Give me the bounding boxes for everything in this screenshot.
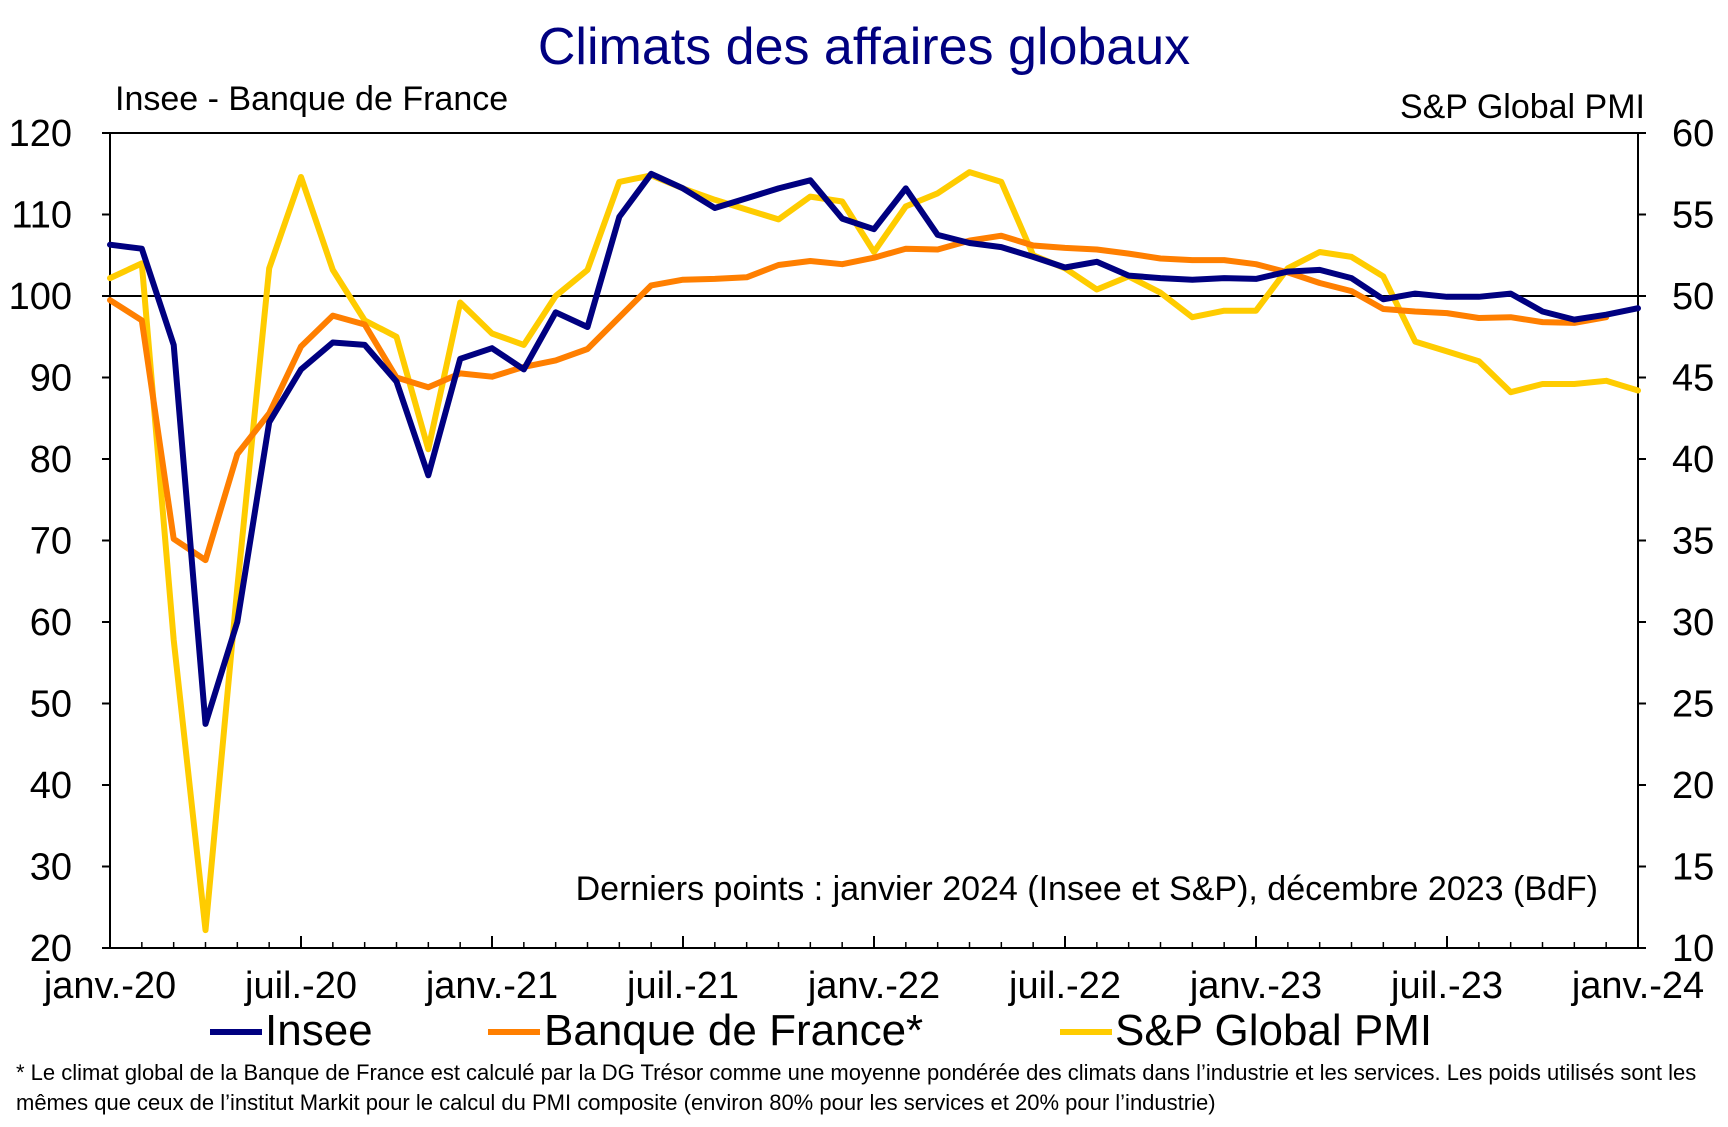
y-right-tick-label: 60 bbox=[1672, 113, 1714, 155]
legend-label: S&P Global PMI bbox=[1115, 1006, 1432, 1055]
y-right-tick-label: 25 bbox=[1672, 684, 1714, 726]
y-right-tick-label: 20 bbox=[1672, 765, 1714, 807]
y-right-tick-label: 30 bbox=[1672, 602, 1714, 644]
axes: 20 30 40 50 60 70 80 90 100 110 120 10 15 20 25 30 35 40 4… bbox=[9, 113, 1715, 1007]
y-left-tick-label: 80 bbox=[30, 439, 72, 481]
y-left-tick-label: 90 bbox=[30, 358, 72, 400]
x-tick-label: janv.-20 bbox=[43, 965, 176, 1007]
y-right-tick-label: 40 bbox=[1672, 439, 1714, 481]
y-right-tick-label: 10 bbox=[1672, 928, 1714, 970]
x-tick-label: juil.-22 bbox=[1008, 965, 1121, 1007]
y-left-tick-label: 70 bbox=[30, 521, 72, 563]
series-line-s-p-global-pmi bbox=[107, 169, 1641, 934]
series-line-insee bbox=[107, 170, 1641, 727]
y-left-tick-label: 110 bbox=[11, 195, 72, 237]
x-tick-label: janv.-22 bbox=[807, 965, 940, 1007]
series-line-banque-de-france bbox=[107, 232, 1610, 564]
y-left-tick-label: 20 bbox=[30, 928, 72, 970]
y-right-tick-label: 55 bbox=[1672, 195, 1714, 237]
y-right-tick-label: 50 bbox=[1672, 276, 1714, 318]
x-tick-label: janv.-21 bbox=[425, 965, 558, 1007]
y-right-tick-label: 15 bbox=[1672, 847, 1714, 889]
footnote: * Le climat global de la Banque de Franc… bbox=[16, 1060, 1697, 1115]
y-left-tick-label: 30 bbox=[30, 847, 72, 889]
series-lines bbox=[107, 169, 1641, 934]
y-right-tick-label: 45 bbox=[1672, 358, 1714, 400]
y-left-tick-label: 50 bbox=[30, 684, 72, 726]
y-left-tick-label: 40 bbox=[30, 765, 72, 807]
x-tick-label: janv.-23 bbox=[1189, 965, 1322, 1007]
legend-label: Insee bbox=[265, 1006, 373, 1055]
right-axis-label: S&P Global PMI bbox=[1400, 88, 1645, 126]
x-tick-label: juil.-21 bbox=[626, 965, 739, 1007]
y-left-tick-label: 100 bbox=[9, 276, 72, 318]
y-left-tick-label: 120 bbox=[9, 113, 72, 155]
y-right-tick-label: 35 bbox=[1672, 521, 1714, 563]
chart-title: Climats des affaires globaux bbox=[538, 18, 1190, 76]
legend: Insee Banque de France* S&P Global PMI bbox=[210, 1006, 1432, 1055]
last-points-annotation: Derniers points : janvier 2024 (Insee et… bbox=[576, 870, 1598, 908]
y-left-tick-label: 60 bbox=[30, 602, 72, 644]
x-tick-label: juil.-23 bbox=[1390, 965, 1503, 1007]
x-tick-label: janv.-24 bbox=[1571, 965, 1704, 1007]
legend-label: Banque de France* bbox=[544, 1006, 923, 1055]
x-tick-label: juil.-20 bbox=[244, 965, 357, 1007]
left-axis-label: Insee - Banque de France bbox=[115, 80, 508, 118]
